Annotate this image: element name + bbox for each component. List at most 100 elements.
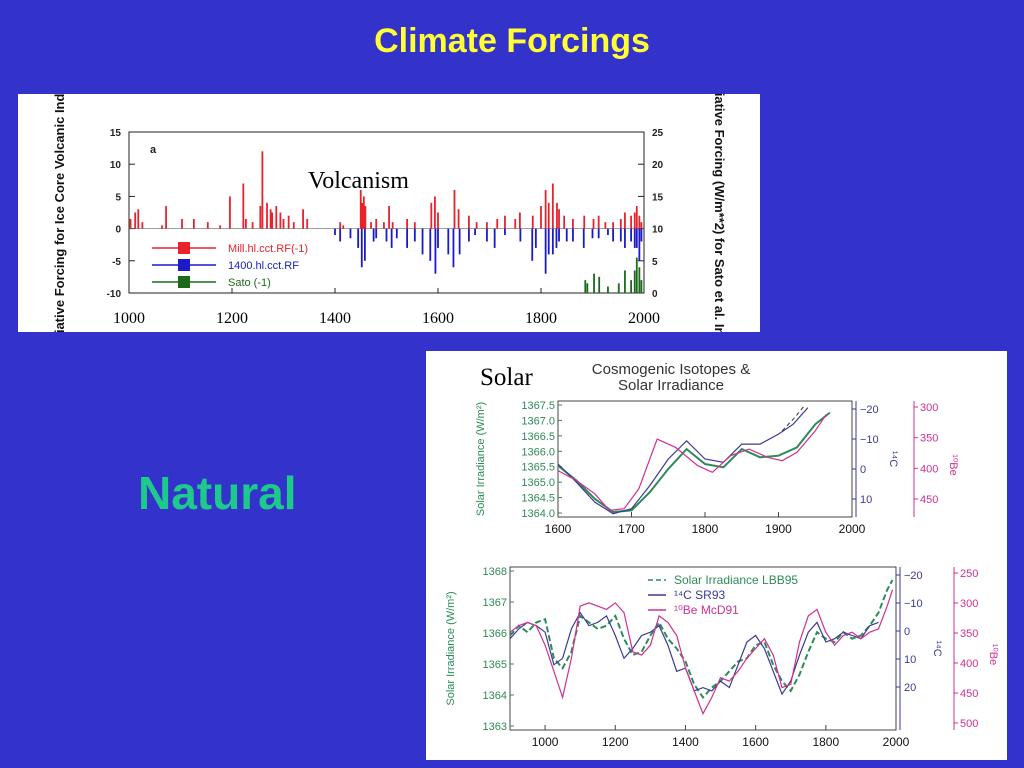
legend-swatch [178,242,190,254]
volcanism-bar-1400 [555,228,558,248]
legend-label: Mill.hl.cct.RF(-1) [228,243,308,255]
volcanism-bar-1400 [390,228,393,248]
volcanism-bar-1400 [452,228,455,268]
volcanism-bar-1400 [635,228,638,248]
volcanism-bar-mill [475,222,478,229]
volcanism-bar-mill [287,215,290,229]
volcanism-bar-mill [437,212,439,229]
volcanism-bar-1400 [375,228,378,239]
volcanism-bar-mill [302,209,304,229]
volcanism-bar-sato [617,283,620,293]
volcanism-panel-letter: a [150,144,157,156]
top-ytick-label: 1365.0 [521,477,555,489]
volcanism-bar-1400 [434,228,437,274]
volcanism-bar-1400 [406,228,408,248]
volcanism-bar-mill [364,206,367,229]
volcanism-xtick-label: 1400 [319,310,351,327]
volcanism-bar-mill [624,212,626,229]
volcanism-bar-1400 [504,228,506,236]
bottom-c14-tick-label: 0 [904,626,910,638]
volcanism-ytick-right-label: 25 [652,128,664,139]
top-be10-tick-label: 300 [920,402,938,414]
volcanism-bar-mill [619,218,622,229]
top-c14-tick-label: −10 [860,434,879,446]
volcanism-bar-1400 [519,228,522,242]
volcanism-bar-1400 [597,228,600,239]
top-ytick-label: 1367.5 [521,400,555,412]
volcanism-bar-sato [598,276,601,293]
top-c14-tick-label: 10 [860,494,872,506]
volcanism-bar-mill [531,215,534,229]
volcanism-bar-1400 [385,228,388,242]
top-ytick-label: 1364.0 [521,508,555,520]
volcanism-bar-mill [635,206,638,229]
volcanism-bar-mill [181,218,183,229]
bottom-c14-label: ¹⁴C [931,640,943,656]
volcanism-bar-1400 [458,228,461,255]
volcanism-bar-mill [638,215,641,229]
bottom-be10-tick-label: 350 [960,628,978,640]
bottom-c14-tick-label: 10 [904,654,916,666]
volcanism-bar-sato [593,273,595,293]
volcanism-bar-1400 [640,228,643,242]
volcanism-bar-mill [630,215,633,229]
volcanism-bar-mill [370,222,372,229]
volcanism-chart: Volcanism a Radiative Forcing for Ice Co… [52,68,727,358]
volcanism-bar-mill [496,218,499,229]
volcanism-bar-1400 [357,228,360,248]
volcanism-bar-1400 [582,228,585,248]
volcanism-bar-mill [583,215,586,229]
bottom-series-be10 [509,589,894,716]
bottom-xtick-label: 2000 [883,735,910,749]
volcanism-xtick-label: 1000 [113,310,145,327]
volcanism-bar-1400 [551,228,554,255]
top-be10-tick-label: 400 [920,463,938,475]
top-be10-tick-label: 450 [920,494,938,506]
bottom-be10-tick-label: 450 [960,688,978,700]
volcanism-bar-mill [275,206,278,229]
volcanism-bar-1400 [547,228,550,255]
solar-title-line2: Solar Irradiance [618,377,724,394]
volcanism-bar-1400 [493,228,496,248]
bottom-ytick-label: 1367 [483,597,507,609]
top-xtick-label: 1700 [618,522,645,536]
top-xtick-label: 1900 [765,522,792,536]
volcanism-bar-sato [640,280,643,293]
volcanism-bar-sato [638,267,641,293]
bottom-xtick-label: 1000 [532,735,559,749]
volcanism-bar-mill [514,218,517,229]
top-ytick-label: 1367.0 [521,415,555,427]
volcanism-bar-mill [259,206,262,229]
volcanism-bar-mill [269,209,272,229]
bottom-legend-label: ¹⁰Be McD91 [674,603,739,617]
volcanism-bar-mill [282,218,285,229]
bottom-xtick-label: 1200 [602,735,629,749]
volcanism-bar-mill [362,196,365,229]
volcanism-bar-mill [518,212,521,229]
bottom-c14-tick-label: −10 [904,598,923,610]
legend-swatch [178,259,190,271]
volcanism-ytick-right-label: 10 [652,225,664,236]
top-series-irr [557,411,831,514]
legend-swatch [178,276,190,288]
top-ylabel: Solar Irradiance (W/m²) [475,402,487,516]
volcanism-bar-1400 [349,228,352,239]
bottom-legend-label: ¹⁴C SR93 [674,588,725,602]
volcanism-bar-1400 [421,228,424,255]
top-c14-label: ¹⁴C [887,451,899,467]
volcanism-bar-1400 [544,228,547,274]
volcanism-bar-mill [359,189,362,229]
volcanism-bar-1400 [572,228,574,242]
volcanism-plot-frame [128,131,645,294]
volcanism-chart-panel: Volcanism a Radiative Forcing for Ice Co… [18,68,760,359]
legend-label: Sato (-1) [228,277,271,289]
volcanism-bar-mill [361,202,364,229]
volcanism-bar-1400 [395,228,398,239]
volcanism-ytick-left-label: -10 [107,289,122,300]
solar-chart: Solar Cosmogenic Isotopes & Solar Irradi… [445,361,999,749]
volcanism-bar-sato [586,283,589,293]
bottom-ytick-label: 1365 [483,659,507,671]
top-ytick-label: 1364.5 [521,493,555,505]
top-ytick-label: 1366.5 [521,431,555,443]
volcanism-bar-sato [607,286,609,293]
